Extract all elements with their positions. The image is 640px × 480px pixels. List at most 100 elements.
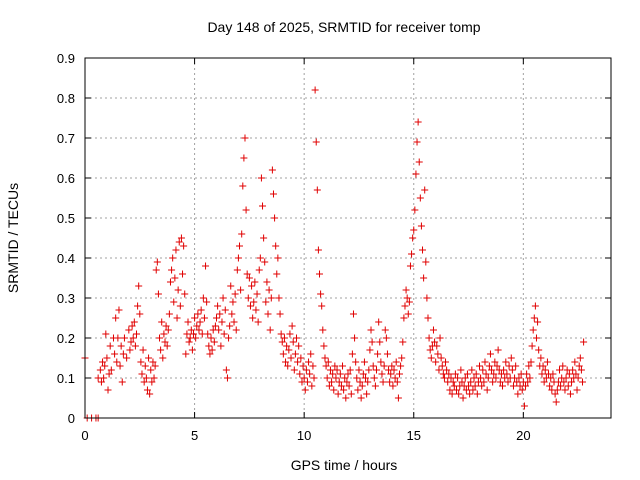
data-point <box>489 378 497 386</box>
data-point <box>573 386 581 394</box>
data-point <box>386 378 394 386</box>
data-point <box>422 258 430 266</box>
data-point <box>431 338 439 346</box>
data-point <box>185 338 193 346</box>
data-point <box>378 370 386 378</box>
data-point <box>403 294 411 302</box>
data-point <box>470 374 478 382</box>
data-point <box>280 334 288 342</box>
data-point <box>259 202 267 210</box>
data-point <box>145 354 153 362</box>
data-point <box>379 378 387 386</box>
data-point <box>577 366 585 374</box>
data-point <box>277 330 285 338</box>
data-point <box>568 378 576 386</box>
x-axis-title: GPS time / hours <box>291 457 398 473</box>
data-point <box>500 366 508 374</box>
data-point <box>537 354 545 362</box>
data-point <box>491 358 499 366</box>
data-point <box>553 386 561 394</box>
data-point <box>188 346 196 354</box>
data-point <box>571 358 579 366</box>
data-point <box>134 302 142 310</box>
data-point <box>454 374 462 382</box>
data-point <box>216 310 224 318</box>
data-point <box>559 362 567 370</box>
data-point <box>551 390 559 398</box>
data-point <box>173 314 181 322</box>
data-point <box>341 374 349 382</box>
data-point <box>515 374 523 382</box>
data-point <box>336 370 344 378</box>
data-point <box>166 278 174 286</box>
data-point <box>461 374 469 382</box>
data-point <box>529 326 537 334</box>
data-point <box>555 366 563 374</box>
data-point <box>503 370 511 378</box>
data-point <box>112 314 120 322</box>
data-point <box>99 358 107 366</box>
data-point <box>283 342 291 350</box>
data-point <box>220 330 228 338</box>
data-point <box>197 306 205 314</box>
data-point <box>371 382 379 390</box>
data-point <box>255 266 263 274</box>
data-point <box>168 266 176 274</box>
data-point <box>329 370 337 378</box>
data-point <box>402 286 410 294</box>
data-point <box>546 382 554 390</box>
data-point <box>158 318 166 326</box>
data-point <box>398 354 406 362</box>
data-point <box>561 386 569 394</box>
data-point <box>390 366 398 374</box>
data-point <box>372 366 380 374</box>
data-point <box>271 214 279 222</box>
data-point <box>377 358 385 366</box>
data-point <box>203 298 211 306</box>
data-point <box>490 370 498 378</box>
data-point <box>307 350 315 358</box>
data-point <box>217 342 225 350</box>
data-point <box>152 266 160 274</box>
data-point <box>102 330 110 338</box>
data-point <box>260 234 268 242</box>
data-point <box>399 338 407 346</box>
data-point <box>196 318 204 326</box>
data-point <box>314 246 322 254</box>
y-tick-labels: 0 0.1 0.2 0.3 0.4 0.5 0.6 0.7 0.8 0.9 <box>57 51 75 426</box>
data-point <box>180 242 188 250</box>
data-point <box>117 342 125 350</box>
data-point <box>219 294 227 302</box>
data-point <box>111 350 119 358</box>
data-point <box>579 378 587 386</box>
data-point <box>153 258 161 266</box>
data-point <box>241 134 249 142</box>
data-point <box>316 270 324 278</box>
data-point <box>141 362 149 370</box>
data-point <box>229 298 237 306</box>
data-point <box>345 382 353 390</box>
data-point <box>374 350 382 358</box>
data-point <box>273 270 281 278</box>
data-point <box>147 366 155 374</box>
data-point <box>232 326 240 334</box>
data-point <box>213 314 220 322</box>
data-point <box>421 186 429 194</box>
data-point <box>440 374 448 382</box>
data-point <box>312 138 320 146</box>
data-point <box>233 266 241 274</box>
data-point <box>557 382 565 390</box>
data-point <box>97 378 105 386</box>
data-point <box>311 86 319 94</box>
data-point <box>463 370 471 378</box>
x-tick-label: 20 <box>516 428 530 443</box>
data-point <box>383 350 391 358</box>
data-point <box>446 386 454 394</box>
y-tick-label: 0.4 <box>57 251 75 266</box>
data-point <box>210 338 218 346</box>
y-tick-label: 0.5 <box>57 211 75 226</box>
data-point <box>360 358 368 366</box>
data-point <box>414 118 422 126</box>
data-point <box>413 138 421 146</box>
data-point <box>101 362 109 370</box>
